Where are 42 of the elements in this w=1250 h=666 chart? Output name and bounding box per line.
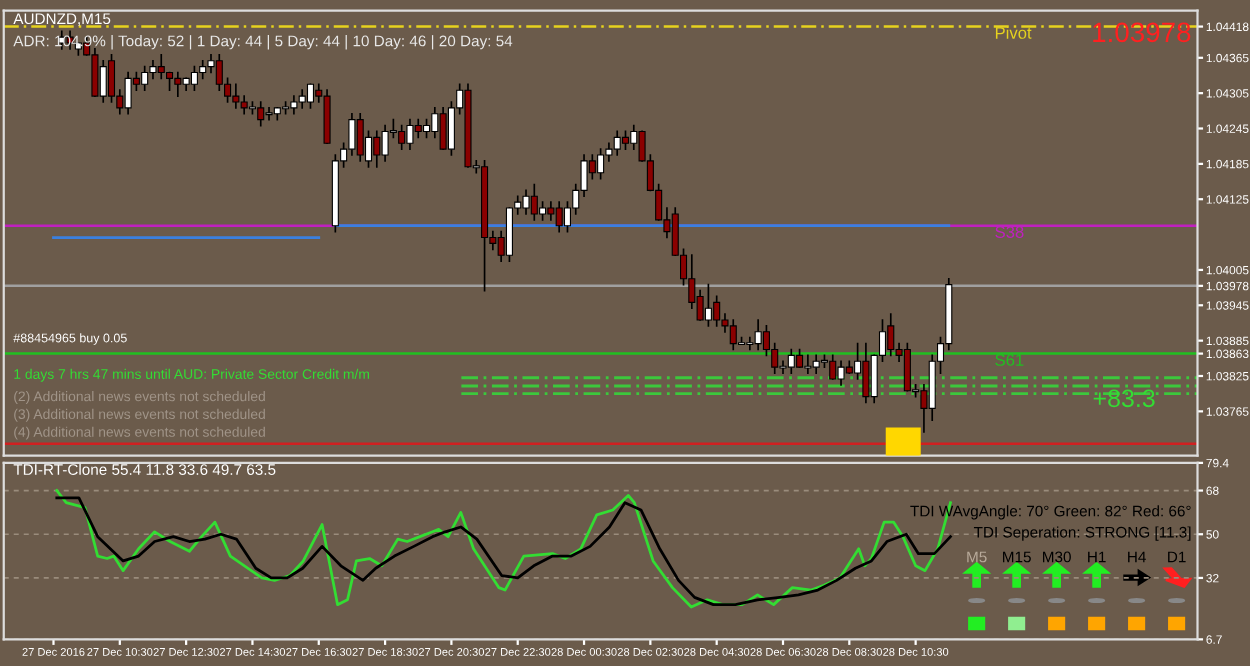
candlestick [99, 59, 107, 103]
candlestick [91, 48, 99, 97]
candlestick [754, 319, 762, 351]
candlestick [265, 107, 273, 121]
candlestick [505, 207, 513, 262]
candlestick [555, 201, 563, 233]
ref-line-label: S61 [995, 354, 1024, 366]
candlestick [887, 313, 895, 357]
candlestick [348, 112, 356, 156]
candlestick [787, 348, 795, 374]
candlestick [746, 336, 754, 351]
candlestick [381, 124, 389, 162]
candlestick [141, 65, 149, 92]
candlestick [157, 54, 165, 80]
candlestick [215, 54, 223, 92]
candlestick [356, 112, 364, 162]
candlestick [597, 148, 605, 180]
candlestick [323, 89, 331, 145]
candlestick [522, 189, 530, 215]
candlestick [398, 124, 406, 150]
candlestick [373, 130, 381, 168]
candlestick [232, 83, 240, 109]
candlestick [837, 360, 845, 386]
candlestick [107, 54, 116, 103]
candlestick [190, 65, 198, 92]
ref-line-label: Pivot [995, 26, 1032, 39]
candlestick [174, 71, 182, 97]
candlestick [613, 130, 621, 156]
candlestick [903, 342, 911, 392]
candlestick [829, 354, 837, 380]
annotation: 1.03978 [1093, 22, 1191, 43]
candlestick [862, 342, 870, 404]
candlestick [306, 83, 315, 109]
candlestick [729, 319, 737, 351]
candlestick [124, 71, 132, 115]
candlestick [804, 354, 812, 374]
candlestick [257, 101, 265, 127]
candlestick [530, 183, 538, 221]
candlestick [406, 118, 414, 150]
candlestick [439, 107, 447, 150]
candlestick [713, 295, 721, 327]
candlestick [704, 283, 712, 327]
